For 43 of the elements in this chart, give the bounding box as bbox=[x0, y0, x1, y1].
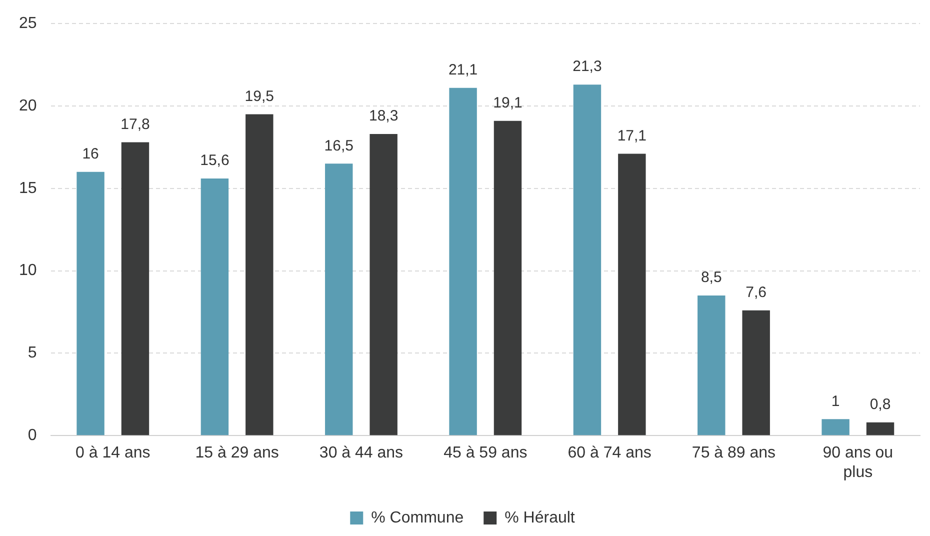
data-label: 17,8 bbox=[120, 116, 150, 133]
y-tick-label: 20 bbox=[19, 97, 37, 114]
bar bbox=[325, 164, 353, 436]
y-tick-label: 0 bbox=[28, 427, 37, 444]
legend-label: % Hérault bbox=[504, 509, 576, 526]
data-label: 21,3 bbox=[572, 58, 602, 76]
bar bbox=[370, 134, 398, 436]
bar bbox=[618, 154, 646, 436]
x-tick-label: 15 à 29 ans bbox=[195, 444, 279, 462]
legend-label: % Commune bbox=[371, 509, 464, 526]
bar bbox=[573, 84, 602, 436]
bar bbox=[742, 310, 770, 436]
bar bbox=[246, 114, 274, 436]
y-tick-label: 15 bbox=[19, 180, 37, 197]
bar bbox=[866, 422, 894, 436]
x-tick-label: 30 à 44 ans bbox=[319, 444, 404, 462]
data-label: 18,3 bbox=[368, 108, 398, 125]
bar bbox=[494, 120, 522, 436]
bar bbox=[200, 178, 229, 436]
y-tick-label: 5 bbox=[28, 344, 37, 362]
data-label: 8,5 bbox=[700, 269, 722, 286]
bar bbox=[121, 142, 150, 436]
data-label: 16 bbox=[82, 146, 99, 163]
bar bbox=[76, 172, 104, 436]
data-label: 15,6 bbox=[200, 152, 230, 170]
data-label: 0,8 bbox=[870, 396, 891, 414]
data-label: 16,5 bbox=[324, 137, 354, 154]
bar bbox=[822, 419, 850, 436]
y-tick-label: 25 bbox=[19, 15, 37, 32]
bar bbox=[698, 296, 726, 436]
data-label: 19,1 bbox=[493, 94, 522, 112]
bar bbox=[449, 88, 477, 436]
y-tick-label: 10 bbox=[19, 262, 37, 280]
data-label: 17,1 bbox=[617, 127, 647, 144]
x-tick-label: 60 à 74 ans bbox=[568, 444, 652, 462]
data-label: 21,1 bbox=[448, 62, 478, 79]
x-tick-label: 75 à 89 ans bbox=[692, 444, 776, 462]
x-tick-label: 45 à 59 ans bbox=[444, 444, 528, 462]
x-tick-label: 90 ans ou plus bbox=[822, 444, 894, 481]
data-label: 7,6 bbox=[746, 284, 767, 301]
x-tick-label: 0 à 14 ans bbox=[76, 444, 150, 462]
data-label: 1 bbox=[831, 392, 840, 410]
data-label: 19,5 bbox=[244, 88, 274, 105]
